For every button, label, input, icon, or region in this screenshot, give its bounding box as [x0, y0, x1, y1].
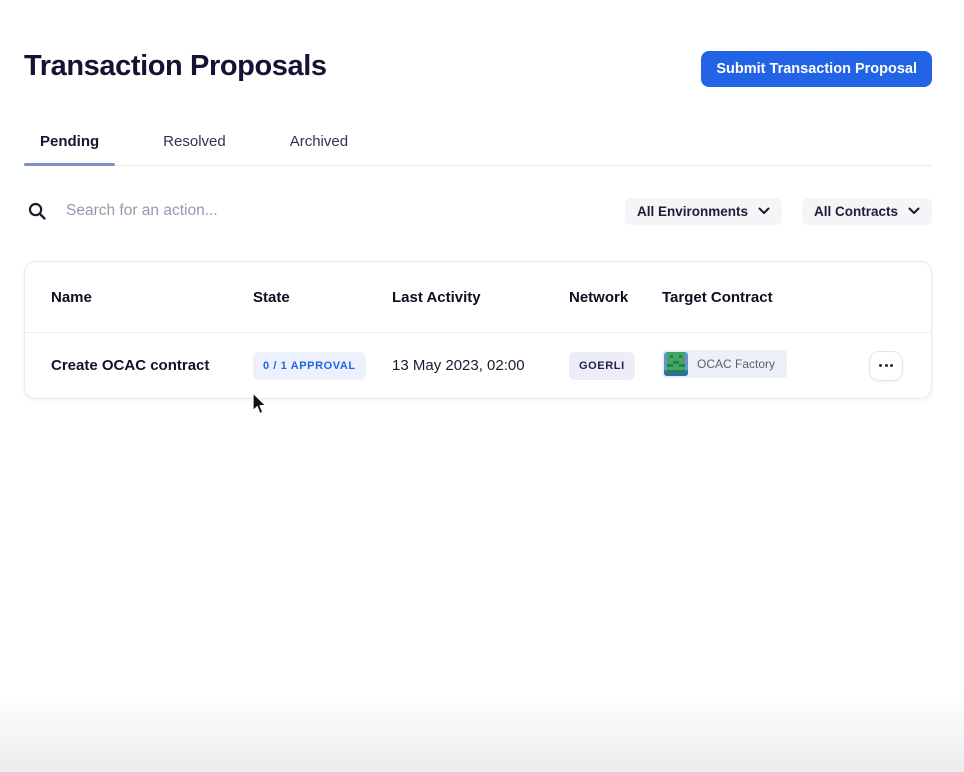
table-row[interactable]: Create OCAC contract 0 / 1 APPROVAL 13 M… — [25, 333, 931, 398]
page-header: Transaction Proposals Submit Transaction… — [24, 50, 932, 87]
page-bottom-gradient — [0, 694, 964, 772]
submit-transaction-proposal-button[interactable]: Submit Transaction Proposal — [701, 51, 932, 87]
contract-avatar-icon — [664, 352, 688, 376]
table-header-row: Name State Last Activity Network Target … — [25, 262, 931, 333]
more-options-icon — [879, 364, 893, 367]
contracts-filter-dropdown[interactable]: All Contracts — [801, 197, 932, 225]
environments-filter-dropdown[interactable]: All Environments — [624, 197, 782, 225]
filter-row: All Environments All Contracts — [24, 196, 932, 226]
contract-name-label: OCAC Factory — [697, 357, 776, 371]
network-badge: GOERLI — [569, 351, 635, 380]
last-activity-value: 13 May 2023, 02:00 — [392, 357, 525, 374]
column-header-target-contract: Target Contract — [662, 288, 773, 306]
state-cell: 0 / 1 APPROVAL — [253, 351, 392, 380]
column-header-network: Network — [569, 288, 629, 306]
tab-pending[interactable]: Pending — [24, 133, 116, 166]
target-contract-chip[interactable]: OCAC Factory — [662, 350, 788, 378]
chevron-down-icon — [758, 207, 770, 215]
environments-filter-label: All Environments — [636, 203, 748, 219]
column-header-last-activity: Last Activity — [392, 288, 481, 306]
contracts-filter-label: All Contracts — [813, 203, 898, 219]
column-header-name: Name — [51, 288, 92, 306]
more-options-button[interactable] — [869, 350, 903, 381]
network-cell: GOERLI — [569, 351, 662, 380]
approval-state-badge: 0 / 1 APPROVAL — [253, 351, 366, 380]
search-input[interactable] — [66, 202, 406, 220]
tab-archived[interactable]: Archived — [289, 133, 349, 150]
target-contract-cell: OCAC Factory — [662, 350, 863, 381]
proposal-name[interactable]: Create OCAC contract — [51, 357, 210, 374]
transaction-proposals-page: Transaction Proposals Submit Transaction… — [24, 50, 932, 399]
page-title: Transaction Proposals — [24, 50, 327, 82]
proposals-tabs: Pending Resolved Archived — [24, 133, 932, 166]
search-icon — [27, 201, 47, 221]
chevron-down-icon — [908, 207, 920, 215]
proposals-table-card: Name State Last Activity Network Target … — [24, 261, 932, 399]
column-header-state: State — [253, 288, 290, 306]
tab-resolved[interactable]: Resolved — [163, 133, 226, 150]
